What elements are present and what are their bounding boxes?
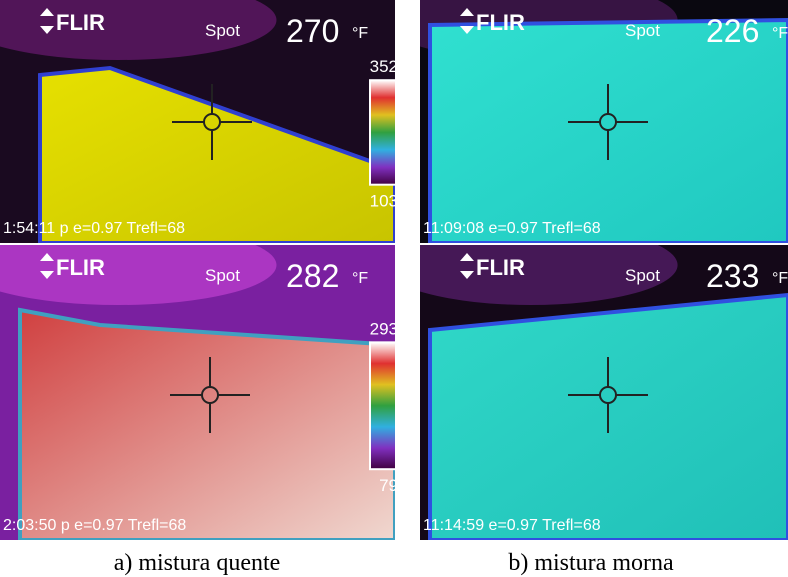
caption: b) mistura morna [394, 550, 788, 577]
temperature: 226 [706, 13, 759, 49]
thermal-svg: FLIR Spot 282 °F 293 79 2:03:50 p e=0.97 Trefl… [0, 245, 395, 540]
footer: 11:09:08 e=0.97 Trefl=68 [423, 220, 601, 237]
scale-max: 293 [370, 319, 395, 338]
temperature: 270 [286, 13, 339, 49]
figure: a) mistura quente b) mistura morna FLIR S… [0, 0, 788, 577]
unit: °F [772, 270, 788, 287]
unit: °F [772, 25, 788, 42]
temperature: 233 [706, 258, 759, 294]
spot-label: Spot [625, 21, 660, 40]
spot-label: Spot [625, 266, 660, 285]
logo: FLIR [476, 10, 525, 35]
spot-label: Spot [205, 21, 240, 40]
thermal-image: FLIR Spot 282 °F 293 79 2:03:50 p e=0.97 Trefl… [0, 245, 395, 540]
scale-min: 79 [379, 476, 395, 495]
logo: FLIR [476, 255, 525, 280]
temperature: 282 [286, 258, 339, 294]
material [20, 310, 395, 540]
footer: 1:54:11 p e=0.97 Trefl=68 [3, 220, 185, 237]
spot-label: Spot [205, 266, 240, 285]
caption: a) mistura quente [0, 550, 394, 577]
logo: FLIR [56, 255, 105, 280]
footer: 2:03:50 p e=0.97 Trefl=68 [3, 517, 186, 534]
unit: °F [352, 270, 368, 287]
unit: °F [352, 25, 368, 42]
color-scale [370, 342, 395, 469]
scale-max: 352 [370, 57, 395, 76]
logo: FLIR [56, 10, 105, 35]
color-scale [370, 80, 395, 184]
scale-min: 103 [370, 192, 395, 211]
footer: 11:14:59 e=0.97 Trefl=68 [423, 517, 601, 534]
